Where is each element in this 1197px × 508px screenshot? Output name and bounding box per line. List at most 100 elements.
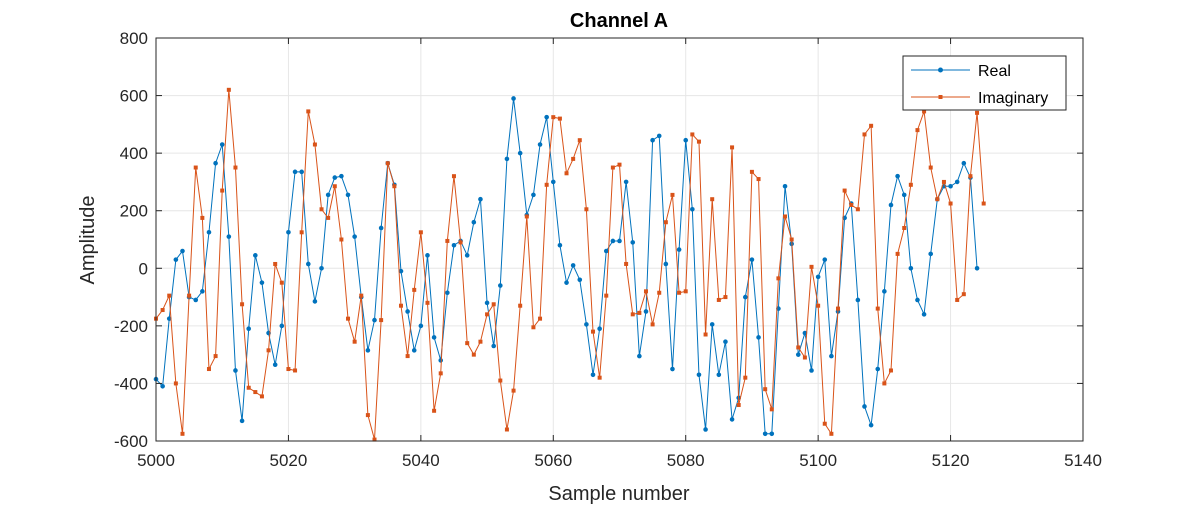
data-point-imaginary: [498, 378, 503, 383]
data-point-imaginary: [743, 375, 748, 380]
data-point-imaginary: [240, 302, 245, 307]
data-point-real: [180, 248, 185, 254]
data-point-real: [431, 335, 437, 340]
data-point-imaginary: [789, 237, 794, 242]
data-point-imaginary: [352, 339, 357, 344]
data-point-imaginary: [816, 303, 821, 308]
data-point-imaginary: [306, 109, 311, 114]
data-point-real: [637, 353, 642, 359]
data-point-real: [769, 431, 775, 437]
data-point-real: [683, 137, 689, 143]
data-point-imaginary: [193, 165, 198, 170]
data-point-real: [676, 247, 682, 252]
data-point-imaginary: [922, 109, 927, 114]
data-point-real: [478, 196, 483, 202]
data-point-imaginary: [478, 339, 483, 344]
data-point-real: [498, 283, 503, 288]
data-point-real: [809, 368, 814, 373]
data-point-imaginary: [339, 237, 344, 242]
data-point-real: [915, 297, 920, 303]
data-point-imaginary: [365, 413, 370, 418]
data-point-imaginary: [551, 115, 556, 120]
data-point-imaginary: [696, 139, 701, 144]
data-point-imaginary: [716, 297, 721, 302]
data-point-real: [438, 358, 444, 363]
data-point-real: [511, 96, 516, 101]
data-point-real: [517, 150, 523, 156]
data-point-imaginary: [690, 132, 695, 137]
data-point-real: [908, 265, 914, 271]
data-point-real: [895, 173, 900, 179]
x-axis-label: Sample number: [548, 483, 690, 505]
data-point-real: [537, 142, 543, 147]
data-point-real: [656, 133, 662, 139]
data-point-real: [974, 265, 980, 271]
data-point-imaginary: [941, 179, 946, 184]
data-point-imaginary: [908, 182, 913, 187]
y-axis-label: Amplitude: [77, 196, 99, 285]
data-point-imaginary: [875, 306, 880, 311]
data-point-real: [504, 156, 510, 162]
data-point-real: [650, 137, 655, 143]
data-point-imaginary: [842, 188, 847, 193]
data-point-real: [398, 268, 404, 274]
data-point-real: [319, 265, 324, 271]
data-point-imaginary: [849, 202, 854, 207]
data-point-imaginary: [597, 375, 602, 380]
data-point-imaginary: [915, 128, 920, 133]
y-tick-label: 200: [120, 202, 148, 221]
data-point-real: [690, 206, 695, 212]
data-point-real: [829, 353, 834, 359]
data-point-imaginary: [670, 192, 675, 197]
data-point-imaginary: [796, 345, 801, 350]
data-point-imaginary: [425, 300, 430, 305]
data-point-imaginary: [180, 431, 185, 436]
data-point-imaginary: [531, 325, 536, 330]
x-tick-labels: 5000 5020 5040 5060 5080 5100 5120 5140: [137, 451, 1102, 470]
data-point-real: [623, 179, 629, 185]
data-point-real: [352, 234, 357, 239]
data-point-imaginary: [259, 394, 264, 399]
data-point-imaginary: [266, 348, 271, 353]
data-point-imaginary: [465, 341, 470, 346]
data-point-imaginary: [683, 289, 688, 294]
data-point-imaginary: [591, 329, 596, 334]
data-point-imaginary: [968, 174, 973, 179]
data-point-imaginary: [418, 230, 423, 235]
data-point-imaginary: [372, 437, 377, 442]
data-point-imaginary: [571, 156, 576, 161]
data-point-imaginary: [723, 295, 728, 300]
data-point-real: [723, 339, 728, 344]
data-point-imaginary: [299, 230, 304, 235]
data-point-real: [743, 294, 748, 300]
legend-label-real: Real: [978, 63, 1011, 80]
y-tick-label: 0: [139, 259, 148, 278]
data-point-real: [292, 169, 298, 175]
data-point-imaginary: [756, 177, 761, 182]
data-point-real: [233, 368, 238, 373]
y-tick-label: 600: [120, 87, 148, 106]
data-point-imaginary: [246, 385, 251, 390]
y-tick-label: -400: [114, 374, 148, 393]
y-tick-label: 400: [120, 144, 148, 163]
data-point-real: [882, 289, 887, 294]
data-point-real: [299, 169, 304, 175]
data-point-real: [173, 257, 179, 262]
data-point-imaginary: [293, 368, 298, 373]
data-point-real: [286, 230, 291, 235]
data-point-imaginary: [822, 421, 827, 426]
data-point-imaginary: [935, 197, 940, 202]
y-tick-label: -200: [114, 317, 148, 336]
data-point-real: [862, 404, 867, 409]
data-point-imaginary: [584, 207, 589, 212]
data-point-imaginary: [213, 354, 218, 359]
data-point-imaginary: [836, 306, 841, 311]
data-point-imaginary: [511, 388, 516, 393]
data-point-real: [570, 263, 576, 268]
legend-marker-real: [938, 67, 943, 73]
x-tick-label: 5060: [534, 451, 572, 470]
data-point-imaginary: [332, 184, 337, 189]
data-point-real: [405, 309, 410, 314]
data-point-real: [948, 183, 953, 189]
x-tick-label: 5140: [1064, 451, 1102, 470]
